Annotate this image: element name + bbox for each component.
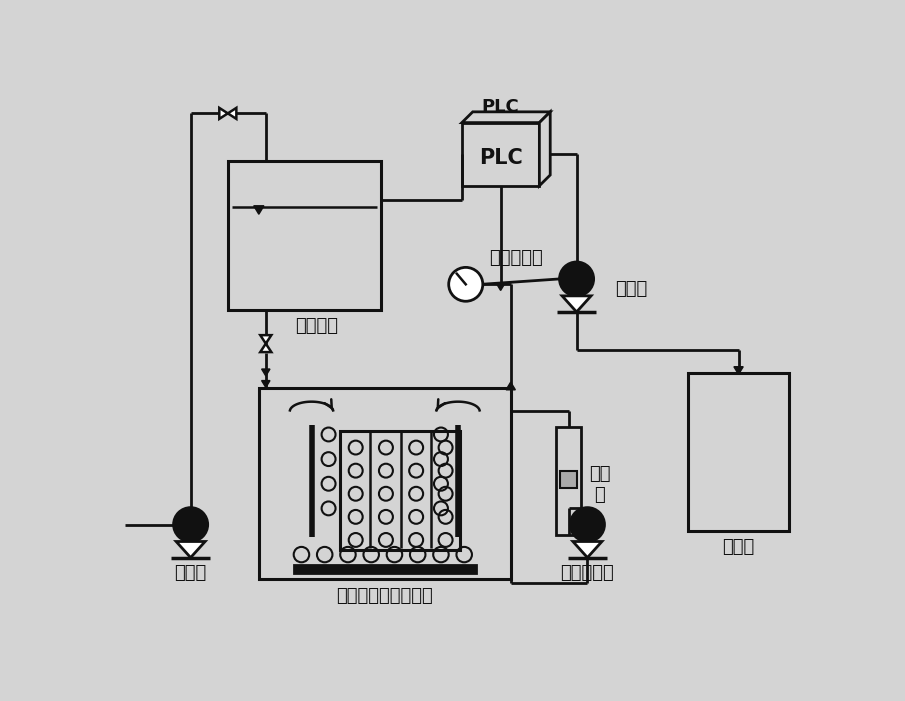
Polygon shape: [261, 343, 272, 352]
Text: 膜盒压力表: 膜盒压力表: [490, 249, 543, 267]
Polygon shape: [261, 335, 272, 343]
Polygon shape: [262, 369, 270, 376]
Polygon shape: [734, 367, 743, 374]
Polygon shape: [573, 541, 602, 557]
Text: PLC: PLC: [481, 98, 519, 116]
Polygon shape: [462, 112, 550, 123]
Text: PLC: PLC: [479, 148, 522, 168]
Bar: [259, 388, 510, 579]
Polygon shape: [228, 108, 236, 119]
Circle shape: [559, 262, 594, 296]
Polygon shape: [262, 381, 270, 388]
Bar: [560, 472, 577, 489]
Circle shape: [174, 508, 207, 541]
Polygon shape: [253, 206, 264, 215]
Polygon shape: [219, 108, 228, 119]
Polygon shape: [562, 296, 591, 312]
Text: 污水泵: 污水泵: [175, 564, 206, 583]
Polygon shape: [176, 541, 205, 557]
Bar: [340, 430, 461, 550]
Bar: [688, 373, 789, 531]
Bar: [557, 427, 581, 535]
Text: 浸没式膜生物反应器: 浸没式膜生物反应器: [336, 587, 433, 605]
Text: 流量
计: 流量 计: [589, 465, 611, 504]
Bar: [228, 161, 381, 310]
Circle shape: [570, 508, 605, 541]
Text: 高位水槽: 高位水槽: [295, 318, 338, 335]
Polygon shape: [496, 283, 505, 290]
Text: 空气压缩泵: 空气压缩泵: [560, 564, 614, 583]
Circle shape: [449, 267, 482, 301]
Bar: [462, 123, 539, 186]
Polygon shape: [539, 112, 550, 186]
Bar: [294, 566, 476, 573]
Text: 清水槽: 清水槽: [722, 538, 755, 557]
Polygon shape: [506, 382, 515, 390]
Text: 蠕动泵: 蠕动泵: [615, 280, 648, 299]
